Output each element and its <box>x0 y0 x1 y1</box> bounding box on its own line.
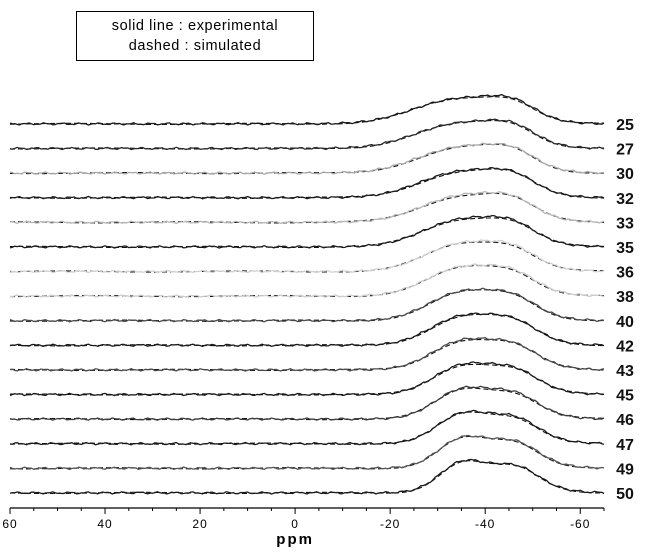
x-tick-label: -60 <box>570 517 590 531</box>
spectra-traces <box>9 93 605 495</box>
trace-labels: 25 27 30 32 33 35 36 38 40 42 43 45 46 47 49 50 <box>616 117 634 503</box>
simulated-trace-27 <box>10 120 604 150</box>
experimental-trace-47 <box>9 409 605 446</box>
experimental-trace-49 <box>9 434 605 471</box>
x-tick-label: 60 <box>2 517 17 531</box>
trace-label-30: 30 <box>616 166 634 183</box>
trace-label-46: 46 <box>616 412 634 429</box>
experimental-trace-42 <box>9 312 605 348</box>
legend-solid-label: solid line : experimental <box>111 18 279 34</box>
simulated-trace-32 <box>9 168 605 199</box>
trace-label-43: 43 <box>616 363 634 380</box>
trace-label-36: 36 <box>616 265 634 282</box>
experimental-trace-45 <box>9 361 605 397</box>
trace-label-49: 49 <box>616 461 634 478</box>
trace-label-40: 40 <box>616 314 634 331</box>
x-tick-label: 0 <box>291 517 299 531</box>
experimental-trace-32 <box>9 166 605 200</box>
simulated-trace-46 <box>9 387 605 421</box>
trace-label-42: 42 <box>616 338 634 355</box>
experimental-trace-35 <box>9 214 605 249</box>
trace-label-45: 45 <box>616 388 634 405</box>
trace-label-25: 25 <box>616 117 634 134</box>
trace-label-47: 47 <box>616 437 634 454</box>
x-tick-label: -20 <box>380 517 400 531</box>
simulated-trace-49 <box>10 435 604 470</box>
experimental-trace-27 <box>9 118 605 151</box>
experimental-trace-40 <box>9 287 605 323</box>
experimental-trace-38 <box>9 263 605 298</box>
trace-label-38: 38 <box>616 289 634 306</box>
experimental-trace-30 <box>9 142 605 175</box>
trace-label-27: 27 <box>616 142 634 159</box>
legend: solid line : experimental dashed : simul… <box>76 11 314 61</box>
x-axis: 60 40 20 0 -20 -40 -60 ppm <box>2 507 605 548</box>
trace-label-50: 50 <box>616 486 634 503</box>
experimental-trace-50 <box>9 458 605 495</box>
simulated-trace-36 <box>9 241 604 273</box>
experimental-trace-46 <box>9 385 605 421</box>
simulated-trace-25 <box>10 96 604 126</box>
experimental-trace-36 <box>9 239 605 274</box>
x-tick-label: 20 <box>192 517 207 531</box>
simulated-trace-43 <box>10 339 605 372</box>
trace-label-35: 35 <box>616 240 634 257</box>
trace-label-33: 33 <box>616 215 634 232</box>
experimental-trace-25 <box>9 93 605 126</box>
experimental-trace-43 <box>9 337 605 372</box>
trace-label-32: 32 <box>616 191 634 208</box>
x-tick-label: 40 <box>97 517 112 531</box>
simulated-trace-40 <box>10 289 604 322</box>
legend-dashed-label: dashed : simulated <box>128 38 262 54</box>
x-axis-label: ppm <box>276 531 314 548</box>
x-tick-label: -40 <box>475 517 495 531</box>
experimental-trace-33 <box>9 190 605 225</box>
